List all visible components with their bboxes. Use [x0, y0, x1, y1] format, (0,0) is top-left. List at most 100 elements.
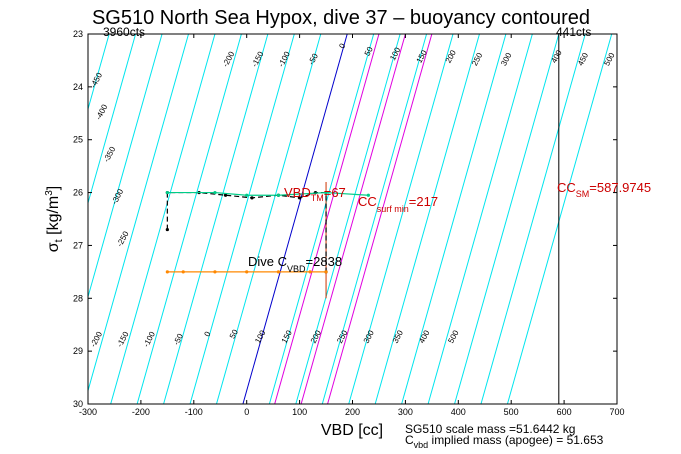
cc-surf-pre: CC — [358, 194, 377, 209]
contour-labels: -450-400-350-300-250-200 -150 -100 -500 50 10… — [89, 41, 617, 348]
y-tick-label: 28 — [73, 293, 83, 303]
contour-line-cyan — [348, 34, 454, 404]
contour-label: 0 — [202, 330, 212, 339]
contour-line-cyan — [136, 34, 242, 404]
y-tick-label: 25 — [73, 135, 83, 145]
series-point — [276, 270, 281, 274]
x-axis-ticks: -300 -200 -100 0 100 200 300 400 500 600 700 — [79, 34, 625, 417]
x-tick-label: 600 — [557, 407, 572, 417]
x-tick-label: 700 — [609, 407, 624, 417]
cc-surf-post: =217 — [409, 194, 438, 209]
x-axis-label: VBD [cc] — [321, 422, 383, 439]
footer-implied-mass: Cvbd implied mass (apogee) = 51.653 — [405, 433, 604, 450]
series-point — [165, 190, 169, 195]
y-tick-label: 27 — [73, 240, 83, 250]
x-tick-label: 500 — [504, 407, 519, 417]
series-point — [324, 190, 328, 195]
svg-text:σt [kg/m3]: σt [kg/m3] — [44, 186, 65, 253]
buoyancy-contours — [88, 34, 613, 404]
series-point — [245, 270, 249, 274]
contour-line-cyan — [268, 34, 375, 404]
y-label-sigma: σ — [45, 242, 62, 252]
y-tick-label: 24 — [73, 82, 83, 92]
contour-line-magenta — [327, 34, 433, 404]
contour-line-cyan — [427, 34, 533, 404]
y-label-unit: [kg/m — [45, 196, 62, 240]
vbd-tm-annotation: VBDTM=67 — [284, 185, 346, 203]
dive-c-sub: VBD — [287, 264, 306, 274]
x-tick-label: -200 — [132, 407, 150, 417]
chart-title: SG510 North Sea Hypox, dive 37 – buoyanc… — [92, 7, 590, 29]
cc-sm-annotation: CCSM=587.9745 — [557, 180, 651, 199]
contour-line-cyan — [189, 34, 295, 404]
series-point — [245, 193, 249, 197]
y-axis-ticks: 23 24 25 26 27 28 29 30 — [73, 29, 617, 409]
vbd-tm-post: =67 — [324, 185, 346, 200]
dive-traces — [165, 190, 370, 274]
x-tick-label: 0 — [244, 407, 249, 417]
footer-scale-mass: SG510 scale mass =51.6442 kg — [405, 422, 575, 436]
contour-line-cyan — [88, 34, 137, 205]
y-tick-label: 23 — [73, 29, 83, 39]
y-label-sub: t — [53, 239, 65, 242]
contour-line-blue — [242, 34, 348, 404]
series-point — [276, 193, 281, 197]
series-surface — [167, 191, 369, 196]
cc-surf-annotation: CCsurf min=217 — [358, 194, 438, 214]
contour-line-cyan — [454, 34, 560, 404]
contour-line-cyan — [88, 34, 110, 111]
contour-line-cyan — [163, 34, 269, 404]
series-point — [250, 196, 254, 200]
contour-line-cyan — [480, 34, 586, 404]
footer-c: C — [405, 433, 414, 447]
contour-line-magenta — [300, 34, 406, 404]
contour-line-cyan — [374, 34, 480, 404]
cc-surf-sub: surf min — [377, 204, 409, 214]
series-point — [308, 270, 312, 274]
dive-c-post: =2838 — [306, 254, 343, 269]
y-label-unit-close: ] — [45, 186, 62, 190]
series-point — [213, 270, 217, 274]
dive-c-pre: Dive C — [248, 254, 287, 269]
contour-line-cyan — [295, 34, 401, 404]
counts-right-label: 441cts — [556, 25, 591, 39]
series-point — [165, 270, 169, 274]
x-tick-label: 300 — [398, 407, 413, 417]
y-tick-label: 30 — [73, 399, 83, 409]
counts-left-label: 3960cts — [103, 25, 145, 39]
contour-line-cyan — [506, 34, 613, 404]
x-tick-label: 200 — [345, 407, 360, 417]
y-tick-label: 26 — [73, 188, 83, 198]
cc-sm-post: =587.9745 — [589, 180, 651, 195]
x-tick-label: 400 — [451, 407, 466, 417]
contour-line-cyan — [110, 34, 216, 404]
footer-vbd-sub: vbd — [414, 440, 429, 450]
vbd-tm-sub: TM — [311, 193, 324, 203]
contour-line-cyan — [88, 34, 163, 299]
series-point — [165, 227, 169, 232]
series-point — [181, 270, 185, 274]
contour-line-cyan — [401, 34, 507, 404]
contour-line-cyan — [321, 34, 428, 404]
x-tick-label: -300 — [79, 407, 97, 417]
contour-line-cyan — [216, 34, 322, 404]
y-tick-label: 29 — [73, 346, 83, 356]
dive-c-annotation: Dive CVBD=2838 — [248, 254, 342, 274]
series-point — [213, 190, 217, 195]
plot-area — [88, 34, 617, 404]
cc-sm-sub: SM — [576, 189, 590, 199]
series-point — [298, 196, 302, 200]
footer-implied-text: implied mass (apogee) = 51.653 — [428, 433, 603, 447]
contour-line-magenta — [274, 34, 380, 404]
series-point — [324, 270, 328, 274]
series-point — [223, 193, 228, 197]
contour-label: 0 — [337, 41, 347, 50]
y-label-unit-sup: 3 — [44, 190, 55, 196]
contour-line-cyan — [88, 34, 189, 393]
y-axis-label: σt [kg/m3] — [44, 186, 65, 253]
x-tick-label: 100 — [292, 407, 307, 417]
x-tick-label: -100 — [185, 407, 203, 417]
series-point — [366, 193, 370, 197]
cc-sm-pre: CC — [557, 180, 576, 195]
